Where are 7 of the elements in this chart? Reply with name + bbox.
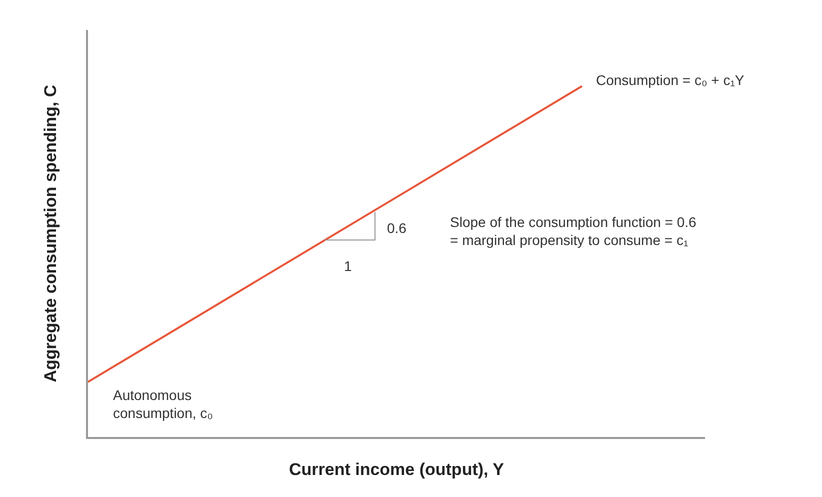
annotation: Slope of the consumption function = 0.6 = marginal propensity to consume = c₁ <box>450 214 697 248</box>
x-axis-title: Current income (output), Y <box>288 460 505 479</box>
annotation: Autonomous consumption, c₀ <box>113 387 214 422</box>
annotation: 0.6 <box>387 220 407 236</box>
y-axis-title: Aggregate consumption spending, C <box>41 84 60 382</box>
annotation: Consumption = c₀ + c₁Y <box>596 72 745 88</box>
annotation: 1 <box>344 258 352 274</box>
